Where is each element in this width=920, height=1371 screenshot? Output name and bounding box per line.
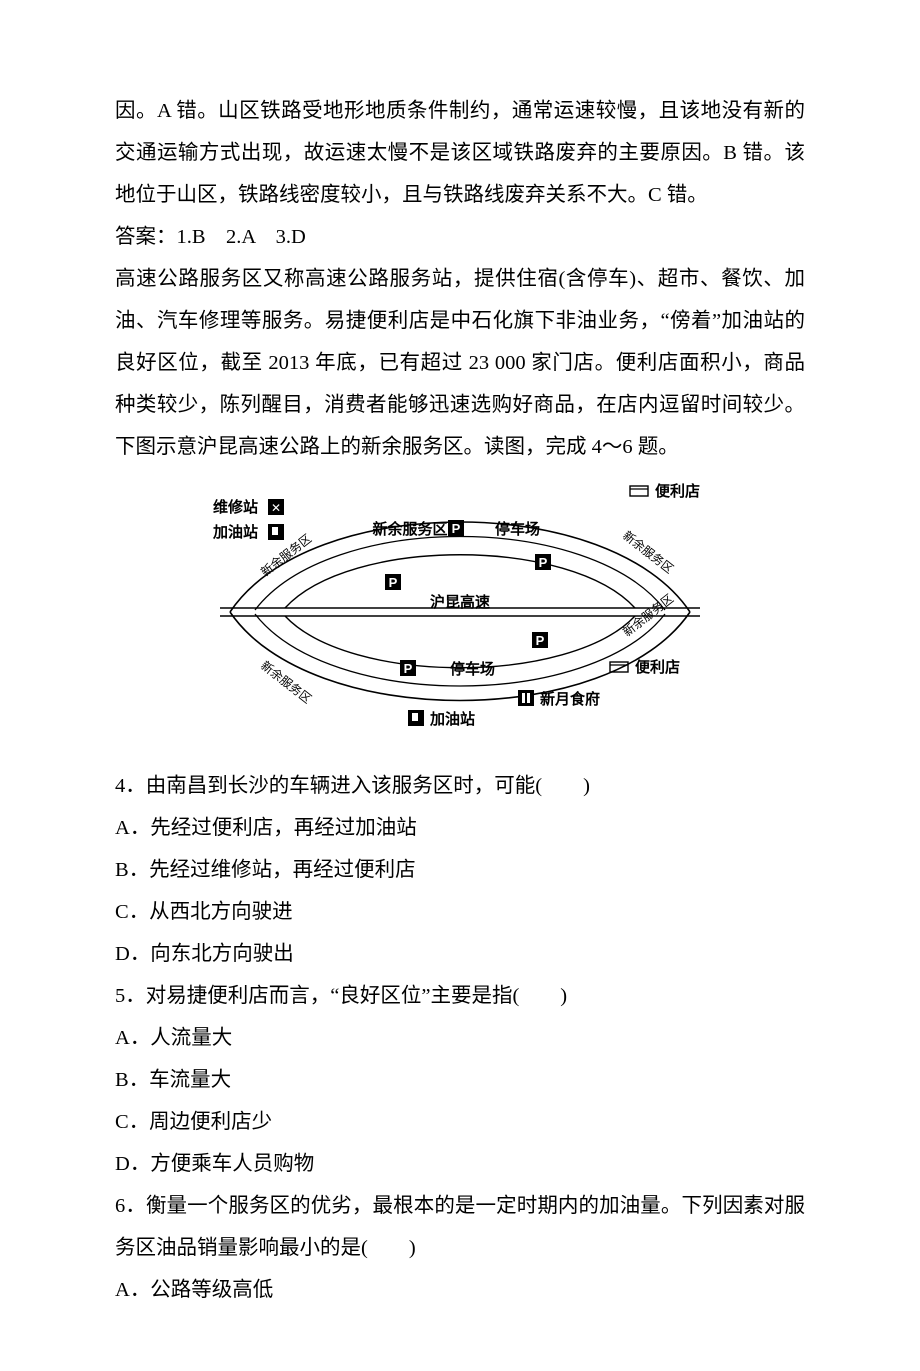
q6-opt-a: A．公路等级高低 [115,1269,805,1311]
svg-text:P: P [404,661,413,676]
q4-opt-a: A．先经过便利店，再经过加油站 [115,807,805,849]
q4-opt-d: D．向东北方向驶出 [115,933,805,975]
q5-opt-d: D．方便乘车人员购物 [115,1143,805,1185]
q4-opt-c: C．从西北方向驶进 [115,891,805,933]
svg-text:P: P [389,575,398,590]
ramp-label-ne: 新余服务区 [620,528,677,577]
label-store-top: 便利店 [655,482,700,500]
label-highway: 沪昆高速 [430,593,490,611]
ramp-label-nw: 新余服务区 [258,531,315,580]
q4-stem: 4．由南昌到长沙的车辆进入该服务区时，可能( ) [115,765,805,807]
q5-opt-a: A．人流量大 [115,1017,805,1059]
q5-opt-c: C．周边便利店少 [115,1101,805,1143]
q4-opt-b: B．先经过维修站，再经过便利店 [115,849,805,891]
prev-answers: 答案：1.B 2.A 3.D [115,216,805,258]
label-service-upper: 新余服务区 [372,520,447,538]
label-parking-lower: 停车场 [450,660,495,678]
label-gas-lower: 加油站 [429,710,475,728]
svg-text:✕: ✕ [271,501,281,515]
label-parking-upper: 停车场 [495,520,540,538]
q6-stem: 6．衡量一个服务区的优劣，最根本的是一定时期内的加油量。下列因素对服务区油品销量… [115,1185,805,1269]
q5-stem: 5．对易捷便利店而言，“良好区位”主要是指( ) [115,975,805,1017]
intro-para: 高速公路服务区又称高速公路服务站，提供住宿(含停车)、超市、餐饮、加油、汽车修理… [115,258,805,468]
figure-service-area: 沪昆高速 维修站 ✕ 加油站 便利店 新余服务区 P 停车场 P P [115,482,805,747]
label-store-bottom: 便利店 [635,658,680,676]
svg-text:P: P [452,521,461,536]
label-food: 新月食府 [540,690,600,708]
prev-explanation-para: 因。A 错。山区铁路受地形地质条件制约，通常运速较慢，且该地没有新的交通运输方式… [115,90,805,216]
ramp-label-sw: 新余服务区 [258,658,315,707]
label-gas-upper: 加油站 [212,523,258,541]
svg-text:P: P [539,555,548,570]
label-repair: 维修站 [213,498,258,516]
q5-opt-b: B．车流量大 [115,1059,805,1101]
svg-text:P: P [536,633,545,648]
service-area-svg: 沪昆高速 维修站 ✕ 加油站 便利店 新余服务区 P 停车场 P P [190,482,730,732]
page-content: 因。A 错。山区铁路受地形地质条件制约，通常运速较慢，且该地没有新的交通运输方式… [0,0,920,1371]
